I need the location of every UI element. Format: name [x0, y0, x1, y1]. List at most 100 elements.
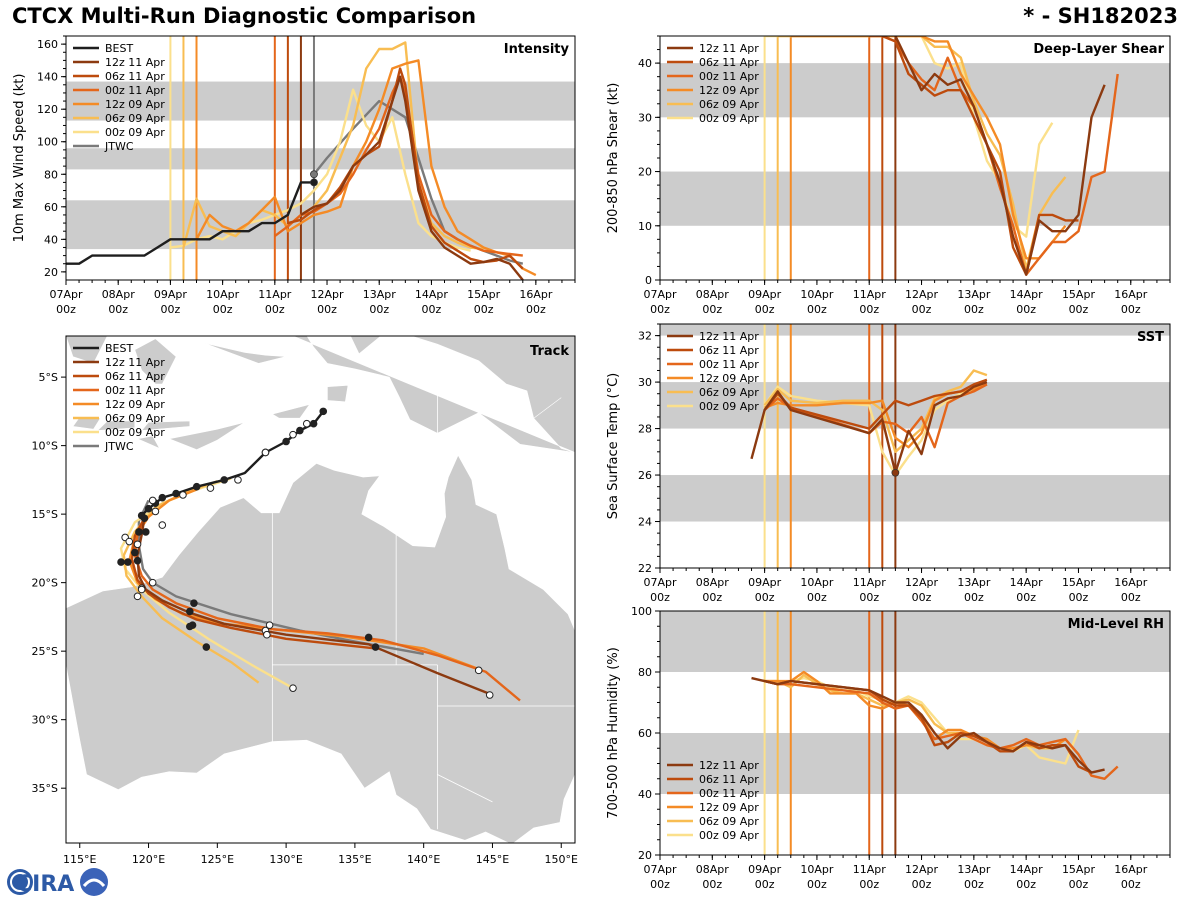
- legend-item-jtwc: JTWC: [73, 140, 134, 153]
- legend-label: 00z 11 Apr: [699, 358, 759, 371]
- series-12z-11-apr: [751, 676, 1105, 774]
- legend-label: 00z 11 Apr: [699, 70, 759, 83]
- y-tick-label: 30: [638, 111, 652, 124]
- marker-12z-11-apr: [891, 468, 900, 477]
- legend-item-00z-11-apr: 00z 11 Apr: [73, 384, 165, 397]
- series-06z-11-apr: [763, 378, 988, 430]
- x-tick-label-hour: 00z: [807, 591, 827, 604]
- track-point-best: [148, 578, 157, 587]
- legend-label: 00z 11 Apr: [105, 384, 165, 397]
- x-tick-label-hour: 00z: [807, 303, 827, 316]
- panel-track: 115°E 120°E 125°E 130°E 135°E 140°E 145°E 150°E…: [32, 335, 578, 866]
- lon-tick-label: 120°E: [132, 853, 165, 866]
- legend-item-12z-11-apr: 12z 11 Apr: [73, 356, 165, 369]
- legend-item-12z-09-apr: 12z 09 Apr: [73, 398, 165, 411]
- legend-label: 06z 09 Apr: [699, 386, 759, 399]
- legend-label: 12z 09 Apr: [105, 398, 165, 411]
- legend-item-00z-09-apr: 00z 09 Apr: [73, 426, 165, 439]
- track-point-12z-11-apr: [474, 666, 483, 675]
- x-tick-label-hour: 00z: [1121, 303, 1141, 316]
- x-tick-label-hour: 00z: [912, 303, 932, 316]
- legend-item-best: BEST: [73, 342, 133, 355]
- track-point-best: [261, 448, 270, 457]
- track-point-best: [125, 537, 134, 546]
- legend-item-12z-09-apr: 12z 09 Apr: [73, 98, 165, 111]
- y-tick-label: 140: [37, 71, 58, 84]
- panel-title: SST: [1137, 330, 1164, 345]
- legend-item-06z-09-apr: 06z 09 Apr: [667, 815, 759, 828]
- lon-tick-label: 150°E: [545, 853, 578, 866]
- legend-label: BEST: [105, 342, 133, 355]
- lon-tick-label: 115°E: [63, 853, 96, 866]
- lat-tick-label: 10°S: [32, 440, 58, 453]
- track-point-best: [282, 437, 290, 446]
- legend-item-06z-09-apr: 06z 09 Apr: [667, 386, 759, 399]
- legend-label: 06z 09 Apr: [105, 112, 165, 125]
- y-tick-label: 80: [44, 168, 58, 181]
- legend-label: 06z 11 Apr: [105, 370, 165, 383]
- x-tick-label-hour: 00z: [964, 303, 984, 316]
- landmass-island: [136, 435, 161, 450]
- track-point-best: [309, 419, 318, 428]
- x-tick-label-day: 16Apr: [1114, 863, 1148, 876]
- panel-sst: 22 24 26 28 30 32 07Apr 00z 08Apr 00z 09Apr 00z 10Ap…: [606, 323, 1171, 604]
- panel-title: Intensity: [504, 42, 570, 57]
- x-tick-label-day: 14Apr: [1010, 288, 1044, 301]
- track-point-12z-11-apr: [265, 621, 274, 629]
- legend-label: 12z 11 Apr: [699, 42, 759, 55]
- x-tick-label-day: 11Apr: [853, 576, 887, 589]
- logo-text: CIRA: [16, 872, 74, 897]
- track-point-best: [192, 482, 201, 491]
- x-tick-label-hour: 00z: [912, 878, 932, 891]
- legend-label: 00z 09 Apr: [699, 829, 759, 842]
- track-06z-11-apr: [130, 517, 376, 650]
- band: [660, 324, 1170, 336]
- legend-item-00z-09-apr: 00z 09 Apr: [667, 829, 759, 842]
- province-border: [499, 383, 507, 419]
- legend-item-12z-11-apr: 12z 11 Apr: [667, 759, 759, 772]
- marker-jtwc: [310, 170, 318, 179]
- legend-label: 00z 09 Apr: [699, 112, 759, 125]
- x-tick-label-hour: 00z: [755, 303, 775, 316]
- series-12z-11-apr: [894, 36, 1106, 276]
- track-point-12z-11-apr: [186, 622, 194, 631]
- track-point-12z-11-apr: [485, 691, 494, 699]
- x-tick-label-hour: 00z: [108, 303, 128, 316]
- axes-frame: [65, 335, 576, 844]
- x-tick-label-hour: 00z: [755, 591, 775, 604]
- storm-id: * - SH182023: [1023, 4, 1178, 28]
- track-point-best: [289, 430, 297, 439]
- x-tick-label-day: 16Apr: [519, 288, 553, 301]
- y-tick-label: 30: [638, 376, 652, 389]
- series-00z-11-apr: [764, 679, 1119, 780]
- y-tick-label: 40: [638, 788, 652, 801]
- x-tick-label-day: 13Apr: [957, 288, 991, 301]
- x-tick-label-day: 09Apr: [154, 288, 188, 301]
- x-tick-label-day: 07Apr: [643, 288, 677, 301]
- legend-item-00z-09-apr: 00z 09 Apr: [667, 400, 759, 413]
- legend-label: 06z 11 Apr: [699, 344, 759, 357]
- legend-label: 06z 09 Apr: [105, 412, 165, 425]
- x-tick-label-day: 16Apr: [1114, 288, 1148, 301]
- track-point-best: [179, 491, 187, 499]
- legend-item-06z-09-apr: 06z 09 Apr: [73, 412, 165, 425]
- legend-label: 06z 11 Apr: [699, 56, 759, 69]
- x-tick-label-hour: 00z: [650, 878, 670, 891]
- legend-label: 00z 09 Apr: [105, 426, 165, 439]
- x-tick-label-day: 08Apr: [696, 863, 730, 876]
- landmass-island: [141, 420, 191, 431]
- track-point-best: [302, 419, 311, 428]
- y-tick-label: 32: [638, 330, 652, 343]
- track-point-best: [319, 407, 328, 416]
- x-tick-label-day: 12Apr: [905, 288, 939, 301]
- legend-item-00z-09-apr: 00z 09 Apr: [73, 126, 165, 139]
- x-tick-label-day: 13Apr: [957, 576, 991, 589]
- y-tick-label: 28: [638, 423, 652, 436]
- plot-area: [660, 36, 1170, 280]
- lon-tick-label: 135°E: [338, 853, 371, 866]
- series-00z-09-apr: [763, 385, 975, 477]
- y-tick-label: 20: [638, 166, 652, 179]
- landmass-new-guinea: [292, 336, 575, 453]
